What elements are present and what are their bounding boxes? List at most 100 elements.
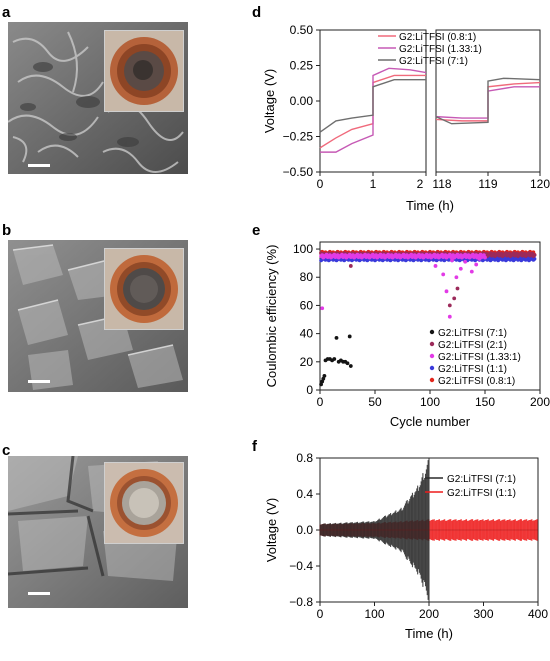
data-point bbox=[455, 286, 460, 291]
y-tick-label: −0.4 bbox=[289, 559, 313, 573]
data-point bbox=[458, 266, 463, 271]
y-tick-label: 0.8 bbox=[296, 451, 313, 465]
legend-label: G2:LiTFSI (1:1) bbox=[447, 488, 516, 499]
y-tick-label: −0.50 bbox=[283, 165, 314, 179]
y-tick-label: 0.25 bbox=[290, 59, 314, 73]
x-tick-label: 118 bbox=[432, 177, 451, 191]
y-tick-label: 0.50 bbox=[290, 23, 314, 37]
x-axis-label: Cycle number bbox=[390, 414, 471, 429]
panel-label-b: b bbox=[2, 222, 12, 239]
x-tick-label: 200 bbox=[530, 395, 550, 409]
data-point bbox=[474, 262, 479, 267]
x-tick-label: 200 bbox=[419, 607, 439, 621]
x-tick-label: 100 bbox=[364, 607, 384, 621]
data-point bbox=[447, 303, 452, 308]
legend-label: G2:LiTFSI (2:1) bbox=[438, 340, 507, 351]
chart-f-voltage-long-cycling: 0.8 0.4 0.0 −0.4 −0.8 0 100 200 300 400 Time (h) Vo… bbox=[264, 451, 548, 641]
y-tick-label: 0.4 bbox=[296, 487, 313, 501]
data-point bbox=[332, 357, 337, 361]
x-tick-label: 300 bbox=[473, 607, 493, 621]
cell-photo-a bbox=[104, 30, 184, 112]
y-axis-label: Coulombic efficiency (%) bbox=[264, 245, 279, 388]
data-point bbox=[348, 364, 353, 368]
x-tick-label: 0 bbox=[317, 177, 324, 191]
sem-image-c bbox=[8, 456, 188, 608]
data-point bbox=[447, 314, 452, 319]
cell-photo-b bbox=[104, 248, 184, 330]
data-point bbox=[452, 296, 457, 301]
y-tick-label: 20 bbox=[300, 355, 314, 369]
sem-image-b bbox=[8, 240, 188, 392]
legend-label: G2:LiTFSI (0.8:1) bbox=[399, 32, 476, 43]
y-tick-label: 0 bbox=[306, 383, 313, 397]
x-tick-label: 0 bbox=[317, 607, 324, 621]
legend-marker bbox=[429, 377, 435, 383]
panel-label-c: c bbox=[2, 442, 11, 459]
data-point bbox=[441, 272, 446, 277]
y-tick-label: 40 bbox=[300, 327, 314, 341]
copper-electrode-a bbox=[110, 37, 178, 105]
chart-e-coulombic-efficiency: 0 20 40 60 80 100 0 50 100 150 200 Cycle number Coul… bbox=[264, 241, 550, 429]
data-point bbox=[532, 253, 537, 258]
legend-marker bbox=[429, 353, 435, 359]
scale-bar-b bbox=[28, 380, 50, 383]
scale-bar-a bbox=[28, 164, 50, 167]
data-point bbox=[322, 374, 327, 378]
y-axis-label: Voltage (V) bbox=[264, 498, 279, 562]
sem-image-a bbox=[8, 22, 188, 174]
x-tick-label: 50 bbox=[368, 395, 382, 409]
data-point bbox=[477, 257, 482, 261]
y-tick-label: 100 bbox=[293, 242, 313, 256]
legend-label: G2:LiTFSI (1.33:1) bbox=[399, 44, 482, 55]
cell-photo-c bbox=[104, 462, 184, 544]
data-point bbox=[444, 289, 449, 294]
chart-d-voltage-time: 0.50 0.25 0.00 −0.25 −0.500 1 2 118 119 120 Time (… bbox=[262, 23, 550, 213]
scale-bar-c bbox=[28, 592, 50, 595]
legend-label: G2:LiTFSI (7:1) bbox=[447, 474, 516, 485]
y-tick-label: 80 bbox=[300, 270, 314, 284]
x-tick-label: 400 bbox=[528, 607, 548, 621]
data-point bbox=[454, 275, 459, 280]
legend-label: G2:LiTFSI (1:1) bbox=[438, 364, 507, 375]
data-point bbox=[320, 306, 325, 311]
panel-label-d: d bbox=[252, 4, 262, 21]
y-tick-label: −0.8 bbox=[289, 595, 313, 609]
legend-marker bbox=[429, 341, 435, 347]
data-point bbox=[483, 255, 487, 260]
x-axis-label: Time (h) bbox=[406, 198, 454, 213]
data-point bbox=[347, 334, 352, 339]
x-tick-label: 119 bbox=[478, 177, 497, 191]
y-tick-label: 0.0 bbox=[296, 523, 313, 537]
panel-label-f: f bbox=[252, 438, 257, 455]
panel-label-e: e bbox=[252, 222, 261, 239]
legend-marker bbox=[429, 329, 435, 335]
legend-label: G2:LiTFSI (0.8:1) bbox=[438, 376, 515, 387]
data-point bbox=[348, 264, 353, 268]
copper-electrode-b bbox=[110, 255, 178, 323]
copper-electrode-c bbox=[110, 469, 178, 537]
series-line-left bbox=[319, 78, 426, 133]
y-tick-label: 0.00 bbox=[290, 94, 314, 108]
panel-label-a: a bbox=[2, 4, 11, 21]
x-tick-label: 1 bbox=[370, 177, 377, 191]
data-point bbox=[345, 361, 350, 366]
legend-label: G2:LiTFSI (7:1) bbox=[438, 328, 507, 339]
x-tick-label: 150 bbox=[475, 395, 495, 409]
y-tick-label: 60 bbox=[300, 298, 314, 312]
x-tick-label: 100 bbox=[420, 395, 440, 409]
x-axis-label: Time (h) bbox=[405, 626, 453, 641]
data-point bbox=[450, 258, 454, 263]
legend-marker bbox=[429, 365, 435, 371]
y-axis-label: Voltage (V) bbox=[262, 69, 277, 133]
x-tick-label: 0 bbox=[317, 395, 324, 409]
x-tick-label: 120 bbox=[530, 177, 550, 191]
legend-label: G2:LiTFSI (7:1) bbox=[399, 56, 468, 67]
y-tick-label: −0.25 bbox=[283, 130, 314, 144]
data-point bbox=[433, 264, 438, 268]
data-point bbox=[334, 335, 339, 340]
series-line-right bbox=[435, 77, 541, 125]
data-point bbox=[463, 259, 468, 264]
legend-label: G2:LiTFSI (1.33:1) bbox=[438, 352, 521, 363]
data-point bbox=[469, 269, 474, 274]
x-tick-label: 2 bbox=[417, 177, 424, 191]
